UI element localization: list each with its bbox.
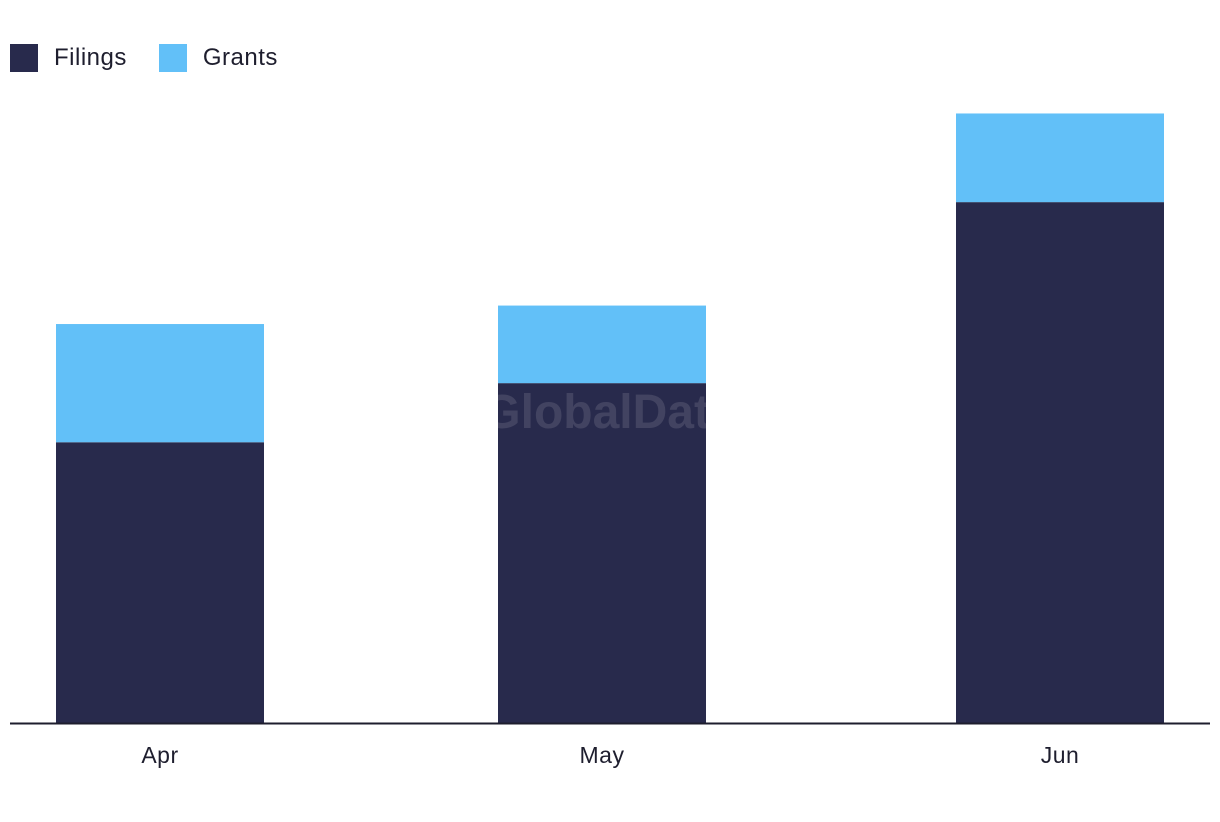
watermark: GlobalData [483,386,737,439]
legend: Filings Grants [10,44,310,72]
legend-label-filings: Filings [54,44,127,71]
legend-label-grants: Grants [202,44,278,71]
legend-swatch-filings [10,44,38,72]
x-tick-label-apr: Apr [141,742,178,768]
bar-group [56,113,1164,724]
x-tick-label-may: May [580,742,625,768]
bar-grants-jun[interactable] [956,113,1164,203]
bar-grants-apr[interactable] [56,324,264,443]
bar-filings-jun[interactable] [956,202,1164,724]
bar-filings-apr[interactable] [56,442,264,723]
bar-filings-may[interactable] [498,383,706,723]
bar-grants-may[interactable] [498,305,706,384]
x-tick-label-jun: Jun [1041,742,1080,768]
legend-swatch-grants [158,44,187,72]
x-axis-ticks: Apr May Jun [141,742,1080,768]
legend-item-grants[interactable]: Grants [158,44,278,72]
legend-item-filings[interactable]: Filings [10,44,127,72]
